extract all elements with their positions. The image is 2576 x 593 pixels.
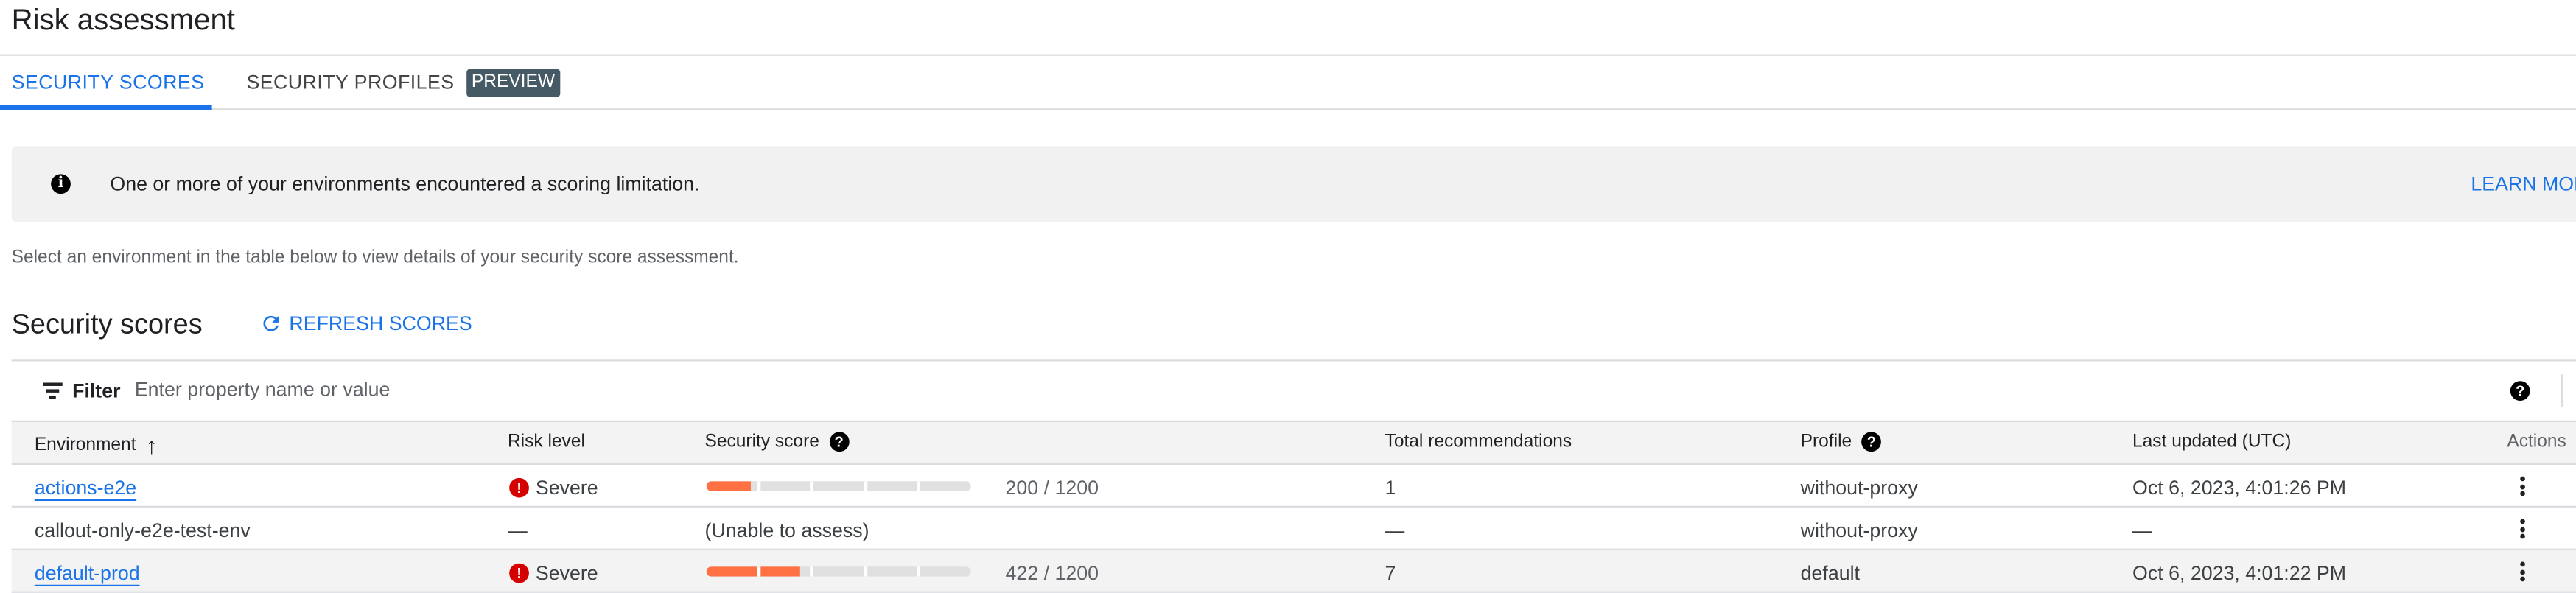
profile: without-proxy (1800, 476, 1918, 499)
column-label: Environment (34, 435, 136, 455)
learn-more-link[interactable]: LEARN MORE (2471, 172, 2576, 196)
score-segment-gap (811, 566, 814, 577)
column-header-profile[interactable]: Profile? (1801, 432, 1882, 452)
risk-level: ! Severe (509, 477, 598, 499)
score-segment-gap (863, 566, 867, 577)
risk-level: ! Severe (509, 562, 598, 585)
divider (0, 54, 2576, 56)
column-header-actions: Actions (2507, 432, 2566, 452)
filter-input[interactable] (131, 374, 796, 404)
environment-name: callout-only-e2e-test-env (34, 519, 251, 542)
more-vert-icon[interactable] (2520, 476, 2525, 499)
arrow-up-icon: ↑ (145, 432, 158, 459)
table-top-divider (11, 359, 2576, 362)
tab-security-profiles[interactable]: SECURITY PROFILES (246, 70, 455, 94)
column-header-security-score[interactable]: Security score? (704, 432, 850, 452)
column-label: Profile (1800, 432, 1852, 452)
column-header-risk-level[interactable]: Risk level (507, 432, 585, 452)
profile: default (1800, 561, 1860, 585)
score-segment-gap (916, 481, 920, 491)
score-segment-gap (757, 481, 761, 491)
profile: without-proxy (1800, 519, 1918, 542)
more-vert-icon[interactable] (2520, 561, 2525, 584)
refresh-scores-label: REFRESH SCORES (289, 312, 472, 335)
total-recommendations: — (1385, 519, 1405, 542)
preview-badge: PREVIEW (466, 69, 560, 97)
risk-label: Severe (535, 561, 598, 585)
environment-link[interactable]: default-prod (34, 561, 140, 585)
table-header (11, 420, 2576, 465)
table-row[interactable] (11, 508, 2576, 550)
last-updated: Oct 6, 2023, 4:01:22 PM (2132, 561, 2347, 585)
filter-label: Filter (72, 379, 121, 403)
banner-message: One or more of your environments encount… (110, 172, 700, 196)
filter-icon[interactable] (42, 382, 63, 402)
info-icon: i (51, 174, 71, 194)
page-description: Select an environment in the table below… (11, 248, 739, 268)
environment-link[interactable]: actions-e2e (34, 476, 137, 499)
score-segment-gap (863, 481, 867, 491)
section-title: Security scores (11, 309, 203, 340)
last-updated: — (2132, 519, 2152, 542)
security-score-fill (706, 481, 751, 491)
error-icon: ! (509, 563, 529, 583)
more-vert-icon[interactable] (2520, 519, 2525, 541)
help-icon[interactable]: ? (1861, 432, 1882, 452)
score-segment-gap (811, 481, 814, 491)
risk-level: — (507, 519, 528, 542)
column-header-last-updated[interactable]: Last updated (UTC) (2132, 432, 2292, 452)
security-score-bar (706, 481, 971, 491)
column-label: Security score (704, 432, 819, 452)
scoring-limitation-banner (11, 146, 2576, 222)
help-icon[interactable]: ? (2510, 381, 2530, 401)
refresh-scores-button[interactable]: REFRESH SCORES (259, 312, 472, 335)
tabs-divider (0, 108, 2576, 110)
score-segment-gap (916, 566, 920, 577)
tab-security-scores[interactable]: SECURITY SCORES (11, 70, 205, 94)
table-row[interactable] (11, 465, 2576, 508)
help-icon[interactable]: ? (829, 432, 850, 452)
score-segment-gap (757, 566, 761, 577)
total-recommendations: 7 (1385, 561, 1396, 585)
active-tab-indicator (0, 105, 212, 110)
security-score-value: 422 / 1200 (1005, 561, 1099, 585)
toolbar-divider (2561, 374, 2563, 407)
risk-label: Severe (535, 476, 598, 499)
error-icon: ! (509, 477, 529, 498)
security-score-value: (Unable to assess) (704, 519, 869, 542)
total-recommendations: 1 (1385, 476, 1396, 499)
page-title: Risk assessment (11, 3, 235, 37)
security-score-value: 200 / 1200 (1005, 476, 1099, 499)
column-header-total-recommendations[interactable]: Total recommendations (1385, 432, 1572, 452)
last-updated: Oct 6, 2023, 4:01:26 PM (2132, 476, 2347, 499)
column-header-environment[interactable]: Environment ↑ (35, 432, 158, 458)
security-score-fill (706, 566, 799, 577)
security-score-bar (706, 566, 971, 577)
refresh-icon (263, 315, 279, 331)
